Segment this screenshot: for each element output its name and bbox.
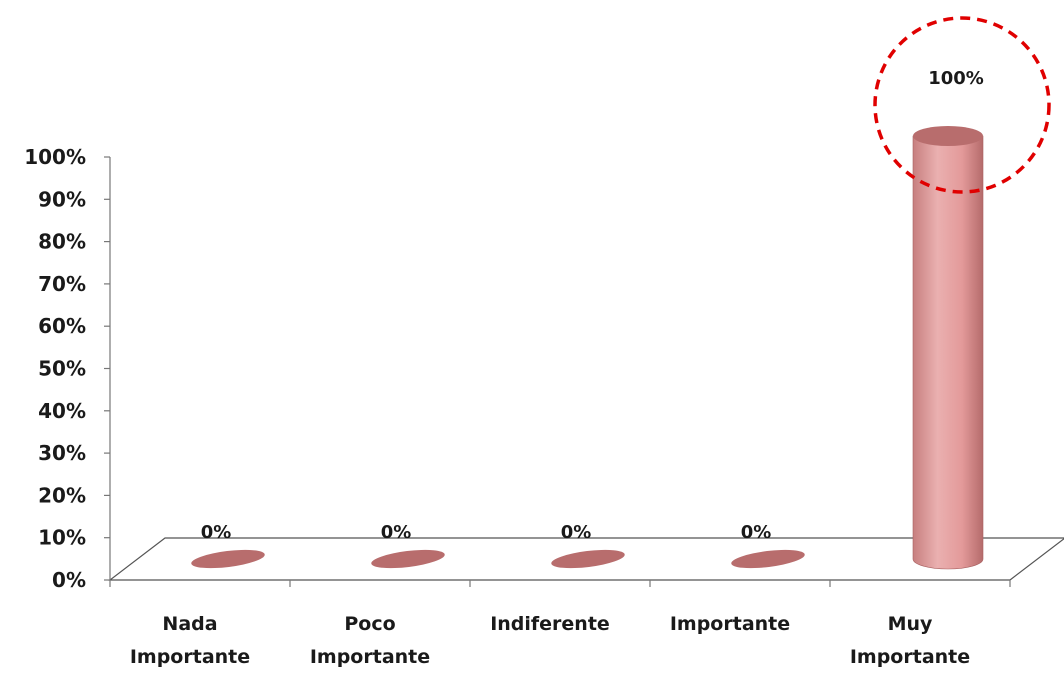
data-label: 0% — [741, 522, 772, 543]
y-tick-label: 90% — [38, 187, 86, 211]
category-label: Importante — [670, 613, 790, 635]
bar — [371, 549, 445, 569]
bars-group — [191, 126, 984, 570]
y-tick-label: 60% — [38, 314, 86, 338]
category-label: Nada — [162, 613, 217, 635]
category-label: Importante — [310, 646, 430, 668]
bar-top — [731, 549, 805, 569]
highlight-circle — [873, 16, 1051, 194]
highlight-group — [873, 16, 1051, 194]
chart-floor — [108, 537, 1064, 581]
y-tick-label: 0% — [52, 568, 86, 592]
y-tick-label: 50% — [38, 357, 86, 381]
data-label: 0% — [561, 522, 592, 543]
floor-outline — [108, 537, 1064, 581]
labels-group: 0% Nada Importante 0% Poco Importante 0% Indife… — [130, 68, 984, 668]
bar — [551, 549, 625, 569]
bar-top — [191, 549, 265, 569]
y-tick-label: 80% — [38, 230, 86, 254]
y-tick-label: 20% — [38, 483, 86, 507]
data-label: 0% — [381, 522, 412, 543]
y-axis: 0% 10% 20% 30% 40% 50% 60% 70% 80% 90% 100% — [24, 145, 1011, 592]
category-label: Importante — [130, 646, 250, 668]
category-label: Poco — [344, 613, 395, 635]
bar-top — [371, 549, 445, 569]
category-label: Muy — [888, 613, 933, 635]
data-label: 0% — [201, 522, 232, 543]
bar-top — [551, 549, 625, 569]
category-label: Indiferente — [490, 613, 610, 635]
y-tick-label: 100% — [24, 145, 86, 169]
bar — [731, 549, 805, 569]
bar — [912, 126, 984, 570]
bar-body — [912, 135, 984, 570]
data-label: 100% — [928, 68, 984, 89]
y-tick-label: 10% — [38, 526, 86, 550]
y-tick-label: 40% — [38, 399, 86, 423]
category-label: Importante — [850, 646, 970, 668]
bar-top — [913, 126, 983, 146]
y-tick-label: 30% — [38, 441, 86, 465]
bar — [191, 549, 265, 569]
y-tick-label: 70% — [38, 272, 86, 296]
